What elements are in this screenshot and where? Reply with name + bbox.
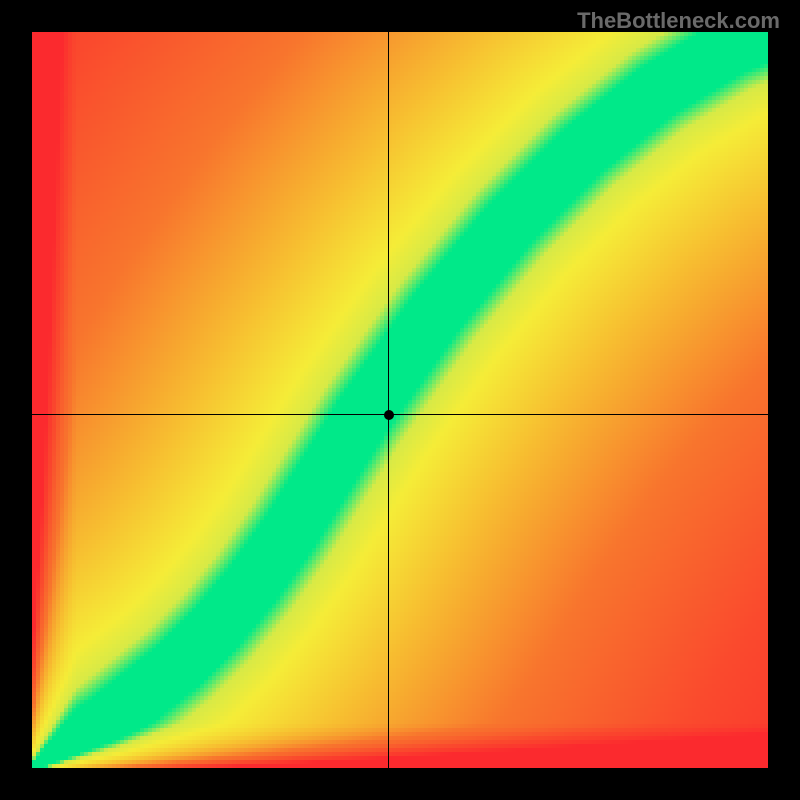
attribution-text: TheBottleneck.com	[577, 8, 780, 34]
crosshair-horizontal	[32, 414, 768, 415]
crosshair-marker	[384, 410, 394, 420]
bottleneck-heatmap	[32, 32, 768, 768]
chart-container: { "attribution": { "text": "TheBottlenec…	[0, 0, 800, 800]
crosshair-vertical	[388, 32, 389, 768]
